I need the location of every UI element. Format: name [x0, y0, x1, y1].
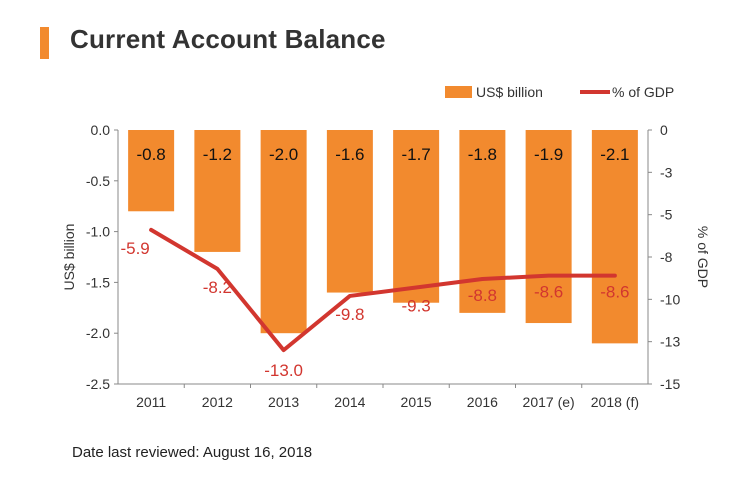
bar-2011	[128, 130, 175, 212]
title-accent-bar	[40, 27, 49, 59]
left-tick-label: 0.0	[91, 122, 111, 138]
bar-2018 (f)	[591, 130, 638, 344]
bar-2013	[260, 130, 307, 334]
x-tick-label: 2013	[268, 394, 299, 410]
legend-bar-label: US$ billion	[476, 84, 543, 100]
chart-title: Current Account Balance	[70, 24, 386, 54]
left-tick-label: -2.5	[86, 376, 110, 392]
left-tick-label: -1.0	[86, 224, 110, 240]
left-tick-label: -1.5	[86, 274, 110, 290]
bar-2012	[194, 130, 241, 252]
x-tick-label: 2011	[136, 394, 166, 410]
date-last-reviewed: Date last reviewed: August 16, 2018	[72, 444, 313, 461]
bar-label: -0.8	[136, 145, 165, 164]
bar-label: -1.7	[401, 145, 430, 164]
legend-bar-swatch	[445, 86, 472, 98]
right-tick-label: -3	[660, 164, 673, 180]
x-tick-label: 2014	[334, 394, 365, 410]
y2-axis-title: % of GDP	[695, 226, 711, 288]
gdp-label: -5.9	[120, 239, 149, 258]
y-axis-title: US$ billion	[61, 224, 77, 291]
x-tick-label: 2016	[467, 394, 498, 410]
legend-line-label: % of GDP	[612, 84, 674, 100]
gdp-line	[149, 227, 617, 353]
bar-label: -2.1	[600, 145, 629, 164]
right-tick-label: -10	[660, 291, 680, 307]
x-tick-label: 2017 (e)	[523, 394, 575, 410]
gdp-label: -8.8	[468, 286, 497, 305]
gdp-label: -8.6	[600, 283, 629, 302]
gdp-label: -13.0	[264, 361, 303, 380]
bar-label: -2.0	[269, 145, 298, 164]
bar-label: -1.9	[534, 145, 563, 164]
x-tick-label: 2015	[401, 394, 432, 410]
right-tick-label: -13	[660, 334, 680, 350]
right-tick-label: -15	[660, 376, 680, 392]
right-tick-label: -5	[660, 207, 673, 223]
left-tick-label: -2.0	[86, 325, 110, 341]
right-tick-label: 0	[660, 122, 668, 138]
gdp-label: -8.6	[534, 283, 563, 302]
x-tick-label: 2012	[202, 394, 233, 410]
left-tick-label: -0.5	[86, 173, 110, 189]
bar-label: -1.6	[335, 145, 364, 164]
gdp-label: -9.3	[401, 296, 430, 315]
gdp-label: -9.8	[335, 305, 364, 324]
bar-2014	[326, 130, 373, 293]
bar-2017 (e)	[525, 130, 572, 324]
bar-label: -1.2	[203, 145, 232, 164]
x-tick-label: 2018 (f)	[591, 394, 639, 410]
gdp-label: -8.2	[203, 278, 232, 297]
bar-label: -1.8	[468, 145, 497, 164]
bar-2015	[393, 130, 440, 303]
right-tick-label: -8	[660, 249, 673, 265]
